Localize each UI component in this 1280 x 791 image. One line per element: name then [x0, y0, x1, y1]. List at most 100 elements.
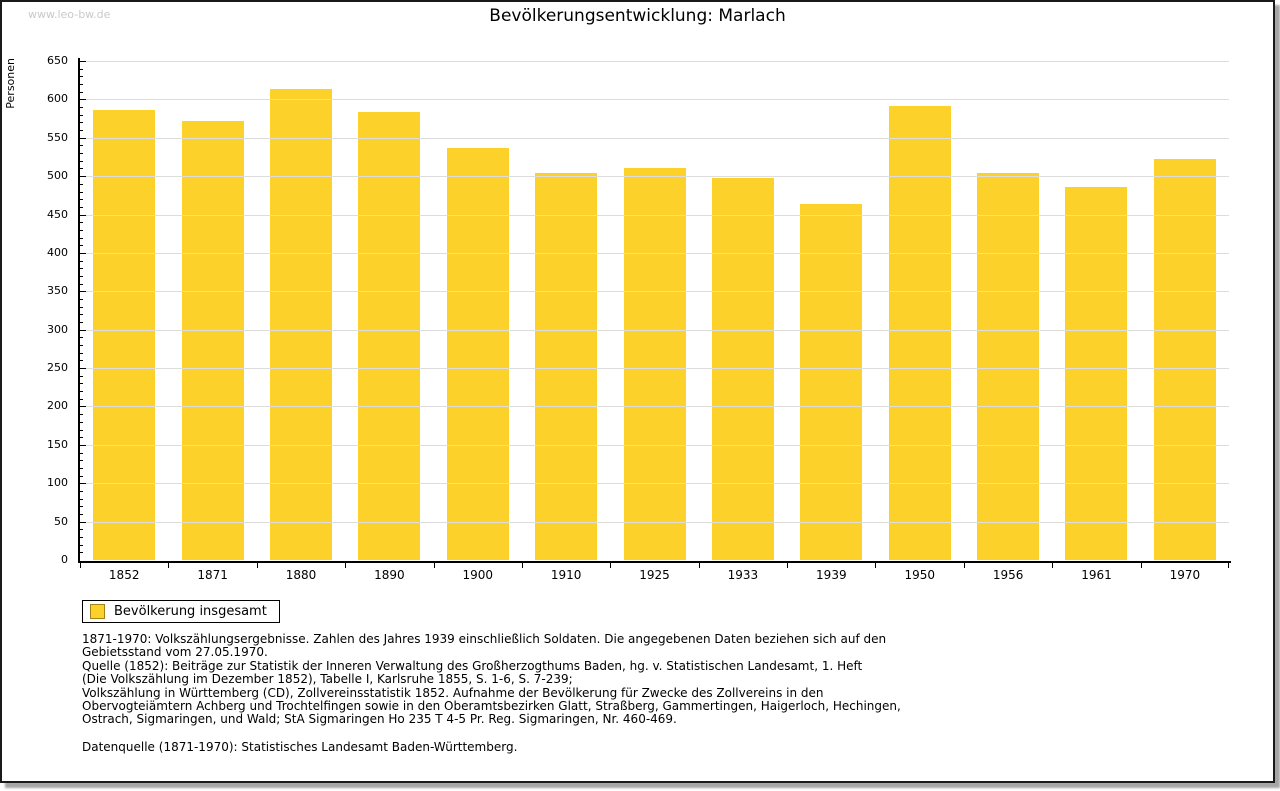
- y-tick-label: 50: [54, 514, 68, 528]
- y-tick: [80, 498, 83, 500]
- y-tick: [80, 490, 83, 492]
- x-tick: [875, 563, 877, 568]
- footnote-line: Volkszählung in Württemberg (CD), Zollve…: [82, 685, 824, 700]
- x-tick-label: 1950: [904, 568, 935, 582]
- x-tick: [963, 563, 965, 568]
- y-tick: [80, 99, 86, 101]
- y-tick: [80, 460, 83, 462]
- datasource-note: Datenquelle (1871-1970): Statistisches L…: [82, 739, 518, 754]
- x-tick-label: 1970: [1169, 568, 1201, 582]
- bar-slot: [345, 61, 433, 560]
- gridline: [80, 521, 1229, 523]
- y-tick: [80, 406, 86, 408]
- bar-slot: [1052, 61, 1140, 560]
- gridline: [80, 483, 1229, 485]
- y-tick: [80, 391, 83, 393]
- y-tick: [80, 275, 83, 277]
- y-tick: [80, 306, 83, 308]
- y-tick: [80, 536, 83, 538]
- y-tick: [80, 483, 86, 485]
- y-tick: [80, 375, 83, 377]
- x-tick: [345, 563, 347, 568]
- bar-1890: [358, 112, 421, 560]
- y-tick-label: 200: [47, 399, 68, 413]
- x-tick-label: 1925: [639, 568, 670, 582]
- gridline: [80, 176, 1229, 178]
- bar-1910: [535, 173, 598, 560]
- x-tick: [80, 563, 81, 568]
- y-tick-label: 100: [47, 476, 68, 490]
- y-tick: [80, 513, 83, 515]
- gridline: [80, 214, 1229, 216]
- gridline: [80, 444, 1229, 446]
- bar-1939: [800, 203, 863, 560]
- bar-1950: [888, 105, 951, 560]
- bar-series: [80, 61, 1229, 560]
- x-tick-label: 1939: [816, 568, 847, 582]
- legend-label: Bevölkerung insgesamt: [114, 604, 267, 619]
- footnote-line: Gebietsstand vom 27.05.1970.: [82, 645, 268, 660]
- y-tick: [80, 168, 83, 170]
- y-tick: [80, 329, 86, 331]
- y-tick: [80, 145, 83, 147]
- footnote-line: 1871-1970: Volkszählungsergebnisse. Zahl…: [82, 632, 887, 646]
- y-tick: [80, 299, 83, 300]
- x-tick-labels: 1852 1871 1880 1890 1900 1910 1925 1933 1939 1950…: [80, 568, 1229, 582]
- x-tick: [168, 563, 170, 568]
- y-tick-label: 400: [47, 245, 68, 259]
- y-tick-label: 450: [47, 207, 68, 221]
- y-tick: [80, 383, 83, 385]
- y-tick-label: 0: [61, 553, 68, 566]
- y-tick: [80, 84, 83, 86]
- y-tick: [80, 337, 83, 339]
- y-tick: [80, 229, 83, 231]
- gridline: [80, 61, 1229, 62]
- gridline: [80, 368, 1229, 370]
- y-tick: [80, 222, 83, 224]
- y-tick-labels: 0 50 100 150 200 250 300 350 400 450 500 550 600 650: [30, 55, 72, 566]
- y-tick: [80, 153, 83, 155]
- bar-slot: [257, 61, 345, 560]
- x-tick-label: 1852: [108, 568, 140, 582]
- x-ticks: [80, 563, 1229, 569]
- y-axis-line: [78, 58, 80, 563]
- y-tick: [80, 245, 83, 247]
- x-tick: [521, 563, 523, 568]
- y-tick: [80, 521, 86, 523]
- x-tick-label: 1961: [1081, 568, 1112, 582]
- bar-1933: [711, 178, 774, 560]
- y-tick: [80, 291, 86, 293]
- gridline: [80, 291, 1229, 293]
- y-tick: [80, 114, 83, 116]
- y-tick: [80, 314, 83, 316]
- bar-slot: [699, 61, 787, 560]
- y-tick: [80, 260, 83, 262]
- y-tick: [80, 252, 86, 254]
- gridline: [80, 329, 1229, 331]
- y-tick: [80, 529, 83, 531]
- bar-slot: [168, 61, 256, 560]
- y-tick: [80, 444, 86, 446]
- bar-1900: [446, 147, 509, 560]
- bar-slot: [522, 61, 610, 560]
- y-tick: [80, 345, 83, 347]
- y-tick: [80, 506, 83, 508]
- footnote-line: (Die Volkszählung im Dezember 1852), Tab…: [82, 672, 573, 687]
- x-tick-label: 1890: [374, 568, 405, 582]
- y-tick: [80, 322, 83, 324]
- y-tick: [80, 76, 83, 78]
- y-tick: [80, 283, 83, 285]
- y-tick: [80, 214, 86, 216]
- bar-1925: [623, 167, 686, 560]
- y-tick-label: 150: [47, 437, 68, 451]
- y-tick: [80, 467, 83, 469]
- x-tick-label: 1871: [197, 568, 228, 582]
- y-tick-label: 550: [47, 130, 68, 144]
- page-title: Bevölkerungsentwicklung: Marlach: [489, 6, 786, 26]
- y-tick: [80, 437, 83, 439]
- bar-1852: [93, 110, 156, 560]
- y-tick: [80, 429, 83, 431]
- footnote-line: Quelle (1852): Beiträge zur Statistik de…: [82, 658, 863, 673]
- bar-slot: [610, 61, 698, 560]
